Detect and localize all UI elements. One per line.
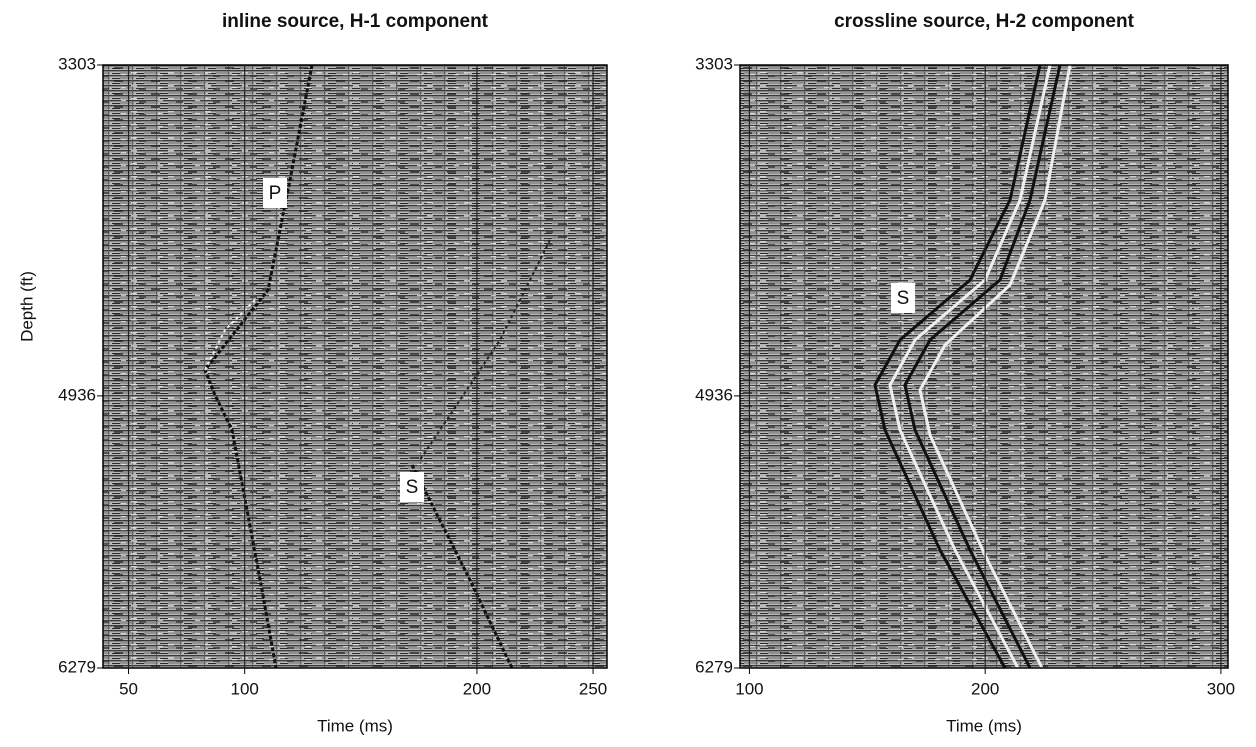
s-arrival-wavetrain [873, 64, 1072, 669]
x-tick-label: 250 [579, 679, 607, 698]
y-tick-label: 3303 [58, 54, 96, 73]
y-axis-label: Depth (ft) [17, 271, 36, 342]
x-axis-label: Time (ms) [317, 716, 393, 735]
y-tick-label: 3303 [695, 54, 733, 73]
plot-frame [102, 64, 608, 669]
annotation-box [891, 283, 915, 313]
x-tick-label: 200 [971, 679, 999, 698]
trace-noise [740, 65, 1228, 668]
x-tick-label: 50 [119, 679, 138, 698]
annotation: S [406, 477, 419, 498]
x-axis-label: Time (ms) [946, 716, 1022, 735]
annotation: S [897, 288, 910, 309]
s-arrival-upper [419, 239, 551, 461]
plot-frame [739, 64, 1229, 669]
y-tick-label: 4936 [695, 385, 733, 404]
x-tick-label: 100 [230, 679, 258, 698]
annotation-box [263, 178, 287, 208]
y-tick-label: 6279 [58, 657, 96, 676]
panel: PS [97, 64, 608, 674]
x-tick-label: 100 [735, 679, 763, 698]
s-arrival [410, 464, 514, 669]
panel: S [734, 64, 1229, 674]
x-tick-label: 300 [1207, 679, 1235, 698]
annotation: P [269, 183, 282, 204]
chart-title: inline source, H-1 component [222, 11, 489, 32]
y-tick-label: 6279 [695, 657, 733, 676]
y-tick-label: 4936 [58, 385, 96, 404]
annotation-box [400, 472, 424, 502]
x-tick-label: 200 [463, 679, 491, 698]
chart-title: crossline source, H-2 component [834, 11, 1135, 32]
trace-noise [103, 65, 607, 668]
